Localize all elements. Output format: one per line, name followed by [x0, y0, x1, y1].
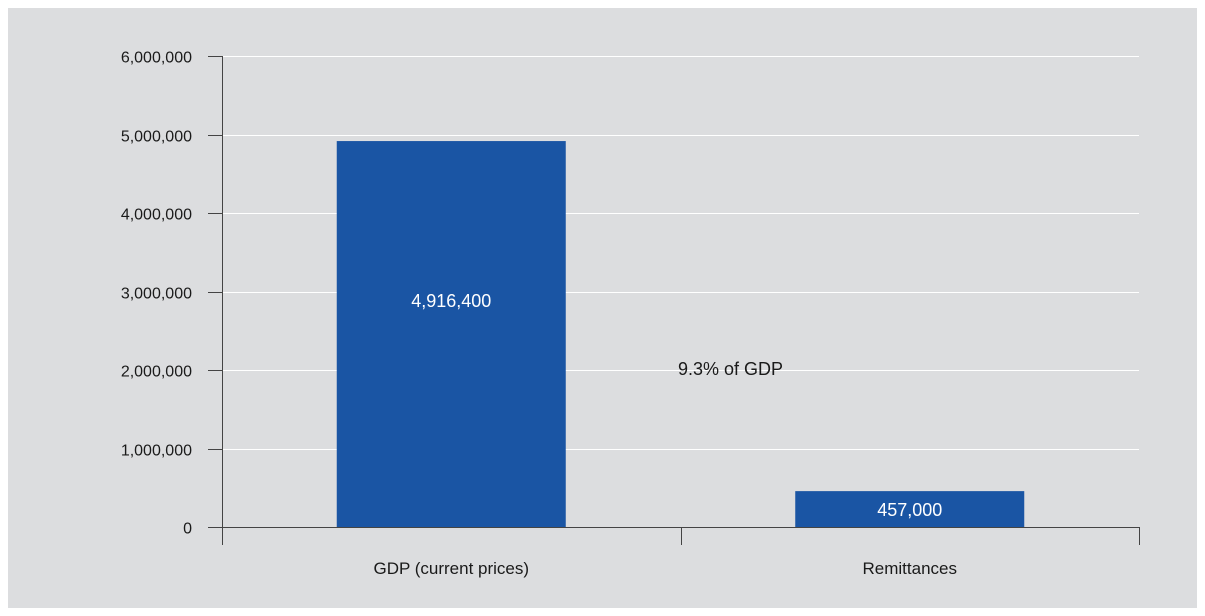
labels: 0 1,000,000 2,000,000 3,000,000 4,000,000 5,0…: [121, 50, 957, 579]
y-tick-label: 6,000,000: [121, 50, 192, 67]
axes: [208, 56, 1140, 545]
y-tick-label: 2,000,000: [121, 364, 192, 381]
y-tick-label: 4,000,000: [121, 207, 192, 224]
y-tick-label: 3,000,000: [121, 286, 192, 303]
y-tick-label: 5,000,000: [121, 129, 192, 146]
bar: [336, 141, 566, 527]
x-category-label: Remittances: [863, 559, 957, 578]
data-label: 457,000: [877, 500, 942, 520]
y-tick-label: 1,000,000: [121, 443, 192, 460]
bar: [795, 491, 1025, 527]
annotation-label: 9.3% of GDP: [678, 359, 783, 379]
x-category-label: GDP (current prices): [373, 559, 529, 578]
y-tick-label: 0: [183, 521, 192, 538]
data-label: 4,916,400: [411, 291, 491, 311]
bars: [336, 141, 1025, 527]
